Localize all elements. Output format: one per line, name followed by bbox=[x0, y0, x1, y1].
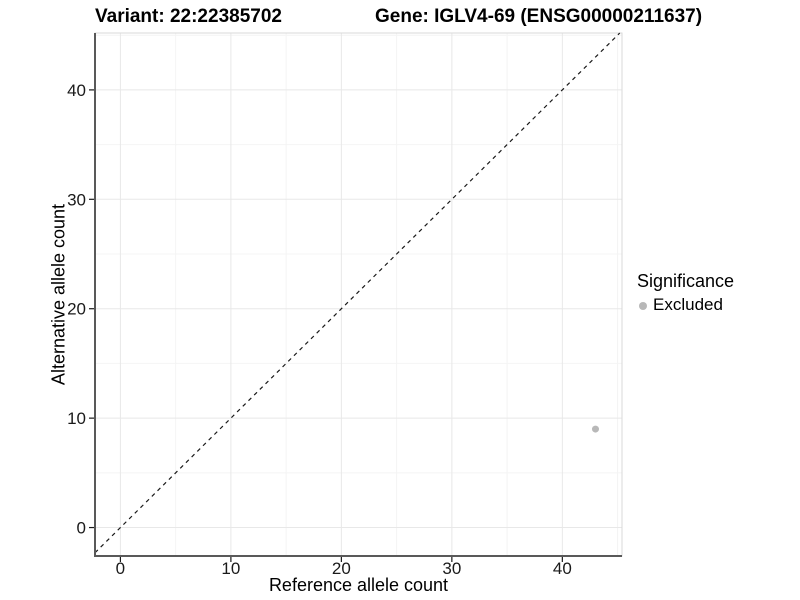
identity-line bbox=[94, 32, 621, 554]
y-tick-label: 0 bbox=[77, 519, 86, 538]
x-tick-label: 20 bbox=[332, 559, 351, 578]
y-tick-label: 30 bbox=[67, 190, 86, 209]
legend-item-label: Excluded bbox=[653, 295, 723, 314]
scatter-point bbox=[591, 425, 599, 433]
y-tick-label: 10 bbox=[67, 409, 86, 428]
x-tick-label: 40 bbox=[553, 559, 572, 578]
legend-title: Significance bbox=[637, 271, 735, 291]
y-tick-label: 20 bbox=[67, 300, 86, 319]
variant-title: Variant: 22:22385702 bbox=[95, 6, 282, 27]
y-tick-label: 40 bbox=[67, 81, 86, 100]
gene-title: Gene: IGLV4-69 (ENSG00000211637) bbox=[375, 6, 703, 27]
y-axis-title: Alternative allele count bbox=[48, 203, 69, 386]
x-tick-label: 30 bbox=[442, 559, 461, 578]
legend-item-excluded: Excluded bbox=[637, 295, 734, 315]
legend: Significance Excluded bbox=[637, 271, 734, 315]
panel-border bbox=[94, 32, 623, 557]
x-tick-label: 0 bbox=[116, 559, 125, 578]
x-axis-title: Reference allele count bbox=[268, 575, 449, 595]
excluded-point-icon bbox=[639, 301, 647, 310]
x-tick-label: 10 bbox=[221, 559, 240, 578]
